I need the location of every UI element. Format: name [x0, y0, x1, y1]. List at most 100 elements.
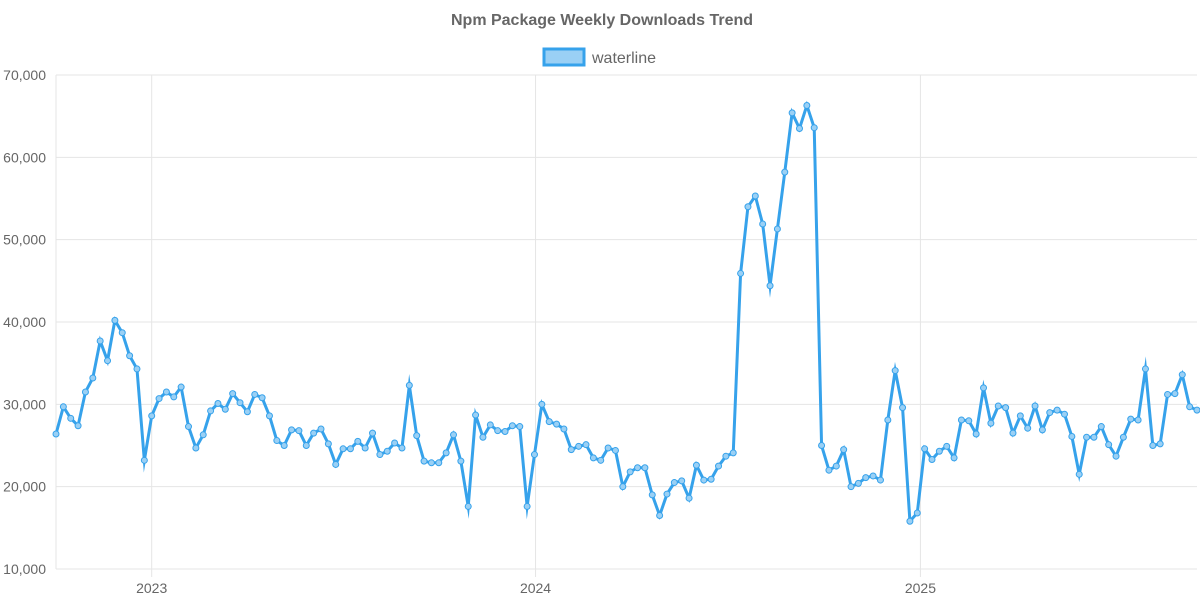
data-point[interactable] — [567, 446, 575, 454]
data-point[interactable] — [980, 384, 988, 392]
data-point[interactable] — [707, 475, 715, 483]
data-point[interactable] — [111, 316, 119, 324]
data-point[interactable] — [288, 426, 296, 434]
data-point[interactable] — [1046, 409, 1054, 417]
data-point[interactable] — [501, 428, 509, 435]
data-point[interactable] — [788, 109, 796, 117]
data-point[interactable] — [854, 479, 862, 487]
data-point[interactable] — [229, 390, 237, 398]
data-point[interactable] — [634, 464, 642, 472]
data-point[interactable] — [1053, 406, 1061, 414]
data-point[interactable] — [957, 416, 965, 424]
data-point[interactable] — [280, 442, 288, 449]
data-point[interactable] — [265, 412, 273, 420]
data-point[interactable] — [773, 225, 781, 233]
data-point[interactable] — [847, 483, 855, 491]
data-point[interactable] — [1105, 441, 1113, 449]
data-point[interactable] — [1038, 426, 1046, 434]
data-point[interactable] — [530, 451, 538, 459]
data-point[interactable] — [965, 417, 973, 425]
data-point[interactable] — [759, 220, 767, 228]
data-point[interactable] — [781, 168, 789, 176]
data-point[interactable] — [862, 474, 870, 482]
data-point[interactable] — [302, 442, 310, 449]
data-point[interactable] — [523, 502, 531, 510]
data-point[interactable] — [744, 203, 752, 211]
data-point[interactable] — [1009, 429, 1017, 437]
data-point[interactable] — [133, 365, 141, 373]
data-point[interactable] — [317, 425, 325, 433]
data-point[interactable] — [251, 390, 259, 398]
data-point[interactable] — [715, 462, 723, 470]
data-point[interactable] — [575, 442, 583, 450]
legend[interactable]: waterline — [542, 47, 656, 67]
data-point[interactable] — [162, 388, 170, 396]
data-point[interactable] — [354, 437, 362, 445]
data-point[interactable] — [339, 445, 347, 453]
data-point[interactable] — [994, 402, 1002, 410]
data-point[interactable] — [170, 393, 178, 401]
data-point[interactable] — [1134, 416, 1142, 424]
data-point[interactable] — [1193, 406, 1200, 414]
data-point[interactable] — [104, 357, 112, 365]
data-point[interactable] — [545, 418, 553, 426]
data-point[interactable] — [751, 192, 759, 200]
data-point[interactable] — [1097, 423, 1105, 431]
data-point[interactable] — [450, 431, 458, 439]
data-point[interactable] — [1083, 433, 1091, 441]
data-point[interactable] — [1112, 452, 1120, 460]
data-point[interactable] — [258, 394, 266, 402]
data-point[interactable] — [52, 430, 60, 438]
data-point[interactable] — [935, 447, 943, 455]
data-point[interactable] — [1031, 402, 1039, 410]
data-point[interactable] — [243, 408, 251, 416]
data-point[interactable] — [457, 457, 465, 465]
data-point[interactable] — [479, 433, 487, 441]
data-point[interactable] — [950, 454, 958, 462]
data-point[interactable] — [1016, 412, 1024, 420]
data-point[interactable] — [177, 383, 185, 391]
data-point[interactable] — [369, 429, 377, 437]
data-point[interactable] — [553, 420, 561, 428]
data-point[interactable] — [626, 468, 634, 476]
data-point[interactable] — [214, 400, 222, 408]
data-point[interactable] — [987, 419, 995, 427]
data-point[interactable] — [472, 411, 480, 419]
data-point[interactable] — [192, 444, 200, 452]
data-point[interactable] — [906, 517, 914, 525]
data-point[interactable] — [700, 476, 708, 484]
data-point[interactable] — [383, 447, 391, 455]
data-point[interactable] — [1178, 371, 1186, 379]
data-point[interactable] — [692, 461, 700, 469]
data-point[interactable] — [118, 329, 126, 337]
data-point[interactable] — [1061, 410, 1068, 418]
data-point[interactable] — [140, 456, 148, 464]
data-point[interactable] — [663, 490, 671, 498]
data-point[interactable] — [641, 464, 649, 472]
data-point[interactable] — [1002, 404, 1010, 412]
data-point[interactable] — [81, 388, 89, 396]
data-point[interactable] — [840, 446, 848, 454]
data-point[interactable] — [236, 399, 244, 407]
data-point[interactable] — [891, 367, 899, 375]
data-point[interactable] — [766, 282, 774, 290]
data-point[interactable] — [604, 444, 612, 452]
data-point[interactable] — [273, 437, 281, 445]
data-point[interactable] — [611, 446, 619, 454]
data-point[interactable] — [148, 412, 156, 420]
data-point[interactable] — [670, 479, 678, 487]
data-point[interactable] — [295, 427, 303, 435]
data-point[interactable] — [59, 403, 67, 411]
data-point[interactable] — [332, 460, 340, 468]
data-point[interactable] — [89, 374, 97, 382]
data-point[interactable] — [876, 476, 884, 484]
data-point[interactable] — [67, 414, 75, 422]
data-point[interactable] — [1156, 440, 1164, 448]
data-point[interactable] — [508, 422, 516, 430]
data-point[interactable] — [398, 444, 406, 452]
data-point[interactable] — [913, 509, 921, 517]
data-point[interactable] — [810, 124, 818, 132]
data-point[interactable] — [648, 491, 656, 499]
data-point[interactable] — [582, 441, 590, 449]
data-point[interactable] — [1149, 442, 1157, 449]
